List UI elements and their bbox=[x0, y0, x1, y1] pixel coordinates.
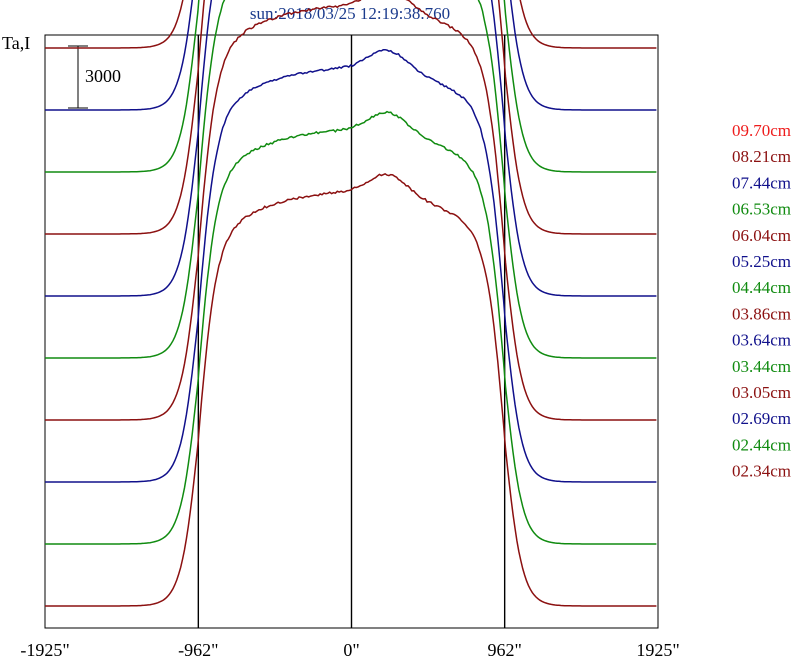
series-line-04.44cm bbox=[45, 0, 657, 173]
legend-item-03.64cm: 03.64cm bbox=[732, 331, 791, 350]
series-line-06.04cm bbox=[45, 0, 657, 49]
legend-item-06.04cm: 06.04cm bbox=[732, 226, 791, 245]
y-axis-label: Ta,I bbox=[2, 33, 30, 53]
series-line-02.69cm bbox=[45, 48, 657, 483]
legend-item-09.70cm: 09.70cm bbox=[732, 121, 791, 140]
legend-item-02.34cm: 02.34cm bbox=[732, 462, 791, 481]
series-line-05.25cm bbox=[45, 0, 657, 111]
legend-item-03.44cm: 03.44cm bbox=[732, 357, 791, 376]
legend-item-05.25cm: 05.25cm bbox=[732, 252, 791, 271]
scale-bar: 3000 bbox=[68, 45, 121, 109]
legend-item-03.86cm: 03.86cm bbox=[732, 304, 791, 323]
series-line-03.86cm bbox=[45, 0, 657, 235]
series-line-03.44cm bbox=[45, 0, 657, 359]
series-line-03.64cm bbox=[45, 0, 657, 297]
series-group bbox=[45, 0, 657, 607]
legend-item-06.53cm: 06.53cm bbox=[732, 200, 791, 219]
scale-bar-label: 3000 bbox=[85, 66, 121, 86]
legend-item-02.44cm: 02.44cm bbox=[732, 435, 791, 454]
x-tick-label-2: 0" bbox=[343, 640, 359, 660]
legend-item-04.44cm: 04.44cm bbox=[732, 278, 791, 297]
x-tick-label-4: 1925" bbox=[636, 640, 679, 660]
x-tick-label-1: -962" bbox=[178, 640, 218, 660]
legend-item-03.05cm: 03.05cm bbox=[732, 383, 791, 402]
chart-title: sun:2018/03/25 12:19:38.760 bbox=[250, 4, 450, 23]
legend-item-07.44cm: 07.44cm bbox=[732, 173, 791, 192]
series-line-03.05cm bbox=[45, 0, 657, 421]
legend-item-02.69cm: 02.69cm bbox=[732, 409, 791, 428]
legend-item-08.21cm: 08.21cm bbox=[732, 147, 791, 166]
x-tick-labels: -1925" -962" 0" 962" 1925" bbox=[20, 640, 679, 660]
series-line-02.34cm bbox=[45, 172, 657, 607]
series-line-02.44cm bbox=[45, 110, 657, 545]
legend: 09.70cm 08.21cm 07.44cm 06.53cm 06.04cm 05.25… bbox=[732, 121, 791, 481]
vertical-reference-lines bbox=[197, 35, 506, 628]
x-tick-label-0: -1925" bbox=[20, 640, 69, 660]
x-tick-label-3: 962" bbox=[487, 640, 521, 660]
